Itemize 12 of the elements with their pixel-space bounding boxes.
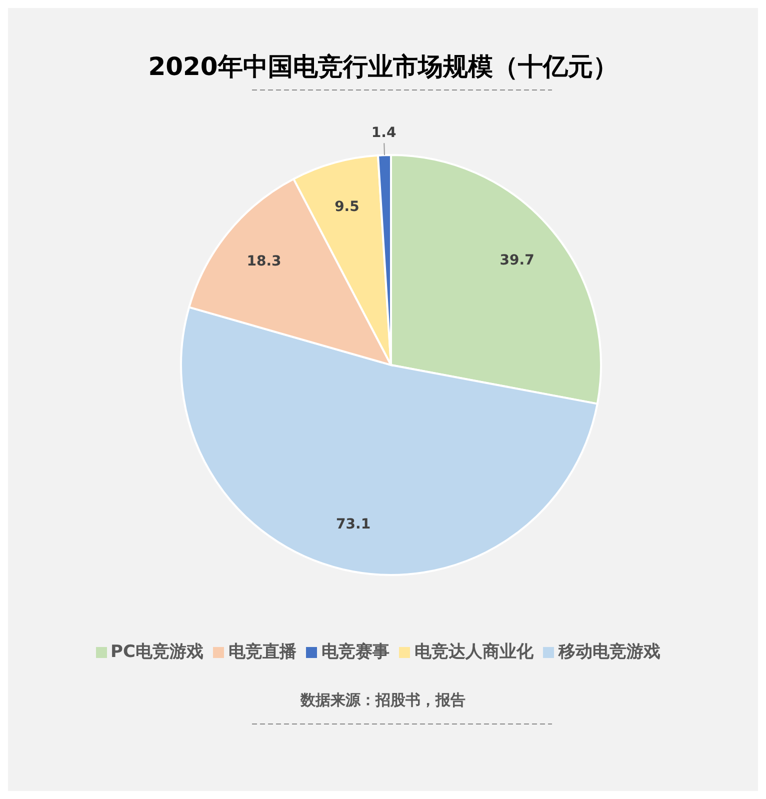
chart-title: 2020年中国电竞行业市场规模（十亿元） <box>147 51 619 83</box>
data-label: 1.4 <box>371 125 396 142</box>
legend-label: 移动电竞游戏 <box>558 642 660 662</box>
data-label: 39.7 <box>500 252 534 268</box>
legend-label: PC电竞游戏 <box>110 642 204 662</box>
data-label: 73.1 <box>336 516 371 532</box>
data-label: 18.3 <box>246 254 282 270</box>
legend-label: 电竞达人商业化 <box>414 642 534 662</box>
source-note: 数据来源：招股书，报告 <box>299 691 466 710</box>
data-label: 9.5 <box>334 199 360 216</box>
legend-label: 电竞直播 <box>228 642 296 662</box>
legend-label: 电竞赛事 <box>321 642 390 662</box>
